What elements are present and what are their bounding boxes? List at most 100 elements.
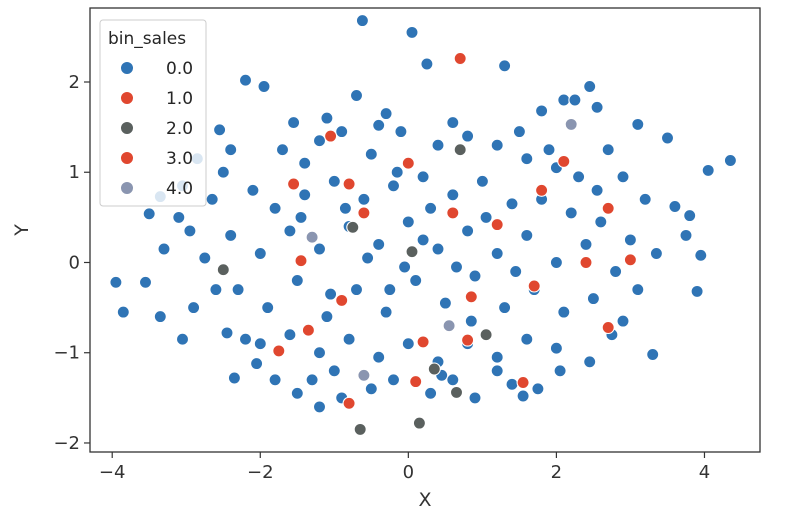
- point-0.0: [394, 125, 408, 139]
- x-axis-label: X: [418, 489, 431, 511]
- point-1.0: [557, 154, 571, 168]
- point-0.0: [572, 170, 586, 184]
- point-0.0: [257, 79, 271, 94]
- point-0.0: [355, 14, 369, 28]
- point-0.0: [431, 138, 445, 152]
- point-0.0: [290, 386, 304, 400]
- point-4.0: [305, 230, 319, 244]
- point-1.0: [516, 375, 530, 390]
- point-2.0: [479, 328, 493, 342]
- point-2.0: [346, 220, 360, 234]
- point-0.0: [512, 125, 526, 139]
- point-0.0: [298, 188, 312, 202]
- point-0.0: [372, 350, 386, 364]
- point-1.0: [579, 255, 593, 270]
- point-0.0: [679, 228, 693, 242]
- point-1.0: [535, 183, 549, 197]
- point-0.0: [490, 364, 504, 378]
- point-0.0: [649, 246, 663, 261]
- point-0.0: [386, 179, 401, 193]
- point-0.0: [320, 111, 334, 125]
- point-0.0: [405, 25, 419, 39]
- point-0.0: [553, 364, 567, 378]
- point-0.0: [338, 201, 352, 215]
- point-0.0: [379, 107, 393, 121]
- point-0.0: [516, 389, 530, 403]
- point-0.0: [690, 284, 704, 298]
- point-0.0: [479, 210, 493, 224]
- point-0.0: [287, 116, 301, 130]
- y-axis-label: Y: [11, 224, 33, 237]
- point-1.0: [464, 290, 478, 304]
- point-0.0: [172, 210, 186, 224]
- y-tick-label: −2: [53, 433, 80, 454]
- point-1.0: [409, 375, 423, 389]
- point-0.0: [335, 125, 349, 139]
- point-0.0: [268, 201, 282, 215]
- y-tick-label: 0: [69, 252, 80, 273]
- point-0.0: [275, 143, 290, 157]
- point-0.0: [386, 373, 401, 387]
- point-0.0: [549, 341, 563, 355]
- point-0.0: [109, 275, 123, 289]
- point-0.0: [305, 373, 319, 387]
- point-0.0: [590, 183, 604, 197]
- point-0.0: [694, 248, 708, 262]
- point-0.0: [579, 237, 593, 251]
- point-0.0: [468, 391, 482, 405]
- x-tick-label: −4: [99, 462, 126, 483]
- point-0.0: [475, 174, 489, 188]
- point-0.0: [364, 382, 378, 396]
- x-tick-label: 2: [551, 462, 562, 483]
- point-0.0: [324, 287, 338, 301]
- point-0.0: [420, 57, 434, 71]
- point-0.0: [383, 283, 397, 297]
- point-0.0: [342, 332, 356, 346]
- point-0.0: [290, 273, 304, 288]
- x-tick-label: 4: [699, 462, 710, 483]
- point-0.0: [468, 269, 482, 283]
- y-axis-ticks: −2 −1 0 1 2: [53, 72, 90, 454]
- point-0.0: [157, 242, 171, 256]
- legend-marker: [120, 61, 134, 75]
- point-0.0: [616, 170, 630, 184]
- point-0.0: [401, 215, 415, 229]
- point-0.0: [283, 224, 297, 238]
- point-0.0: [327, 174, 341, 188]
- point-0.0: [379, 305, 393, 319]
- point-0.0: [205, 192, 219, 206]
- axes-frame: [89, 7, 761, 453]
- point-0.0: [431, 242, 445, 256]
- x-axis-ticks: −4 −2 0 2 4: [99, 452, 710, 483]
- point-0.0: [505, 197, 519, 211]
- point-1.0: [401, 156, 415, 170]
- point-0.0: [116, 305, 130, 319]
- point-0.0: [361, 251, 375, 265]
- point-0.0: [224, 143, 238, 157]
- point-0.0: [490, 246, 504, 261]
- point-2.0: [449, 385, 464, 399]
- point-0.0: [209, 283, 223, 297]
- point-0.0: [224, 228, 238, 242]
- point-0.0: [557, 93, 571, 107]
- legend-marker: [120, 121, 134, 135]
- point-0.0: [398, 260, 412, 274]
- legend-label: 4.0: [166, 179, 193, 199]
- point-0.0: [175, 332, 190, 346]
- legend-label: 2.0: [166, 119, 193, 139]
- point-0.0: [401, 337, 415, 351]
- point-0.0: [153, 310, 167, 324]
- point-0.0: [349, 283, 364, 297]
- point-0.0: [312, 400, 327, 414]
- legend-marker: [120, 91, 134, 105]
- point-2.0: [353, 422, 367, 436]
- point-0.0: [701, 163, 715, 177]
- point-2.0: [427, 362, 441, 376]
- point-0.0: [616, 314, 630, 328]
- legend-label: 1.0: [166, 89, 193, 109]
- points-layer: [109, 14, 737, 436]
- point-0.0: [660, 131, 675, 145]
- point-0.0: [531, 382, 545, 396]
- point-0.0: [609, 264, 623, 279]
- point-0.0: [327, 364, 341, 378]
